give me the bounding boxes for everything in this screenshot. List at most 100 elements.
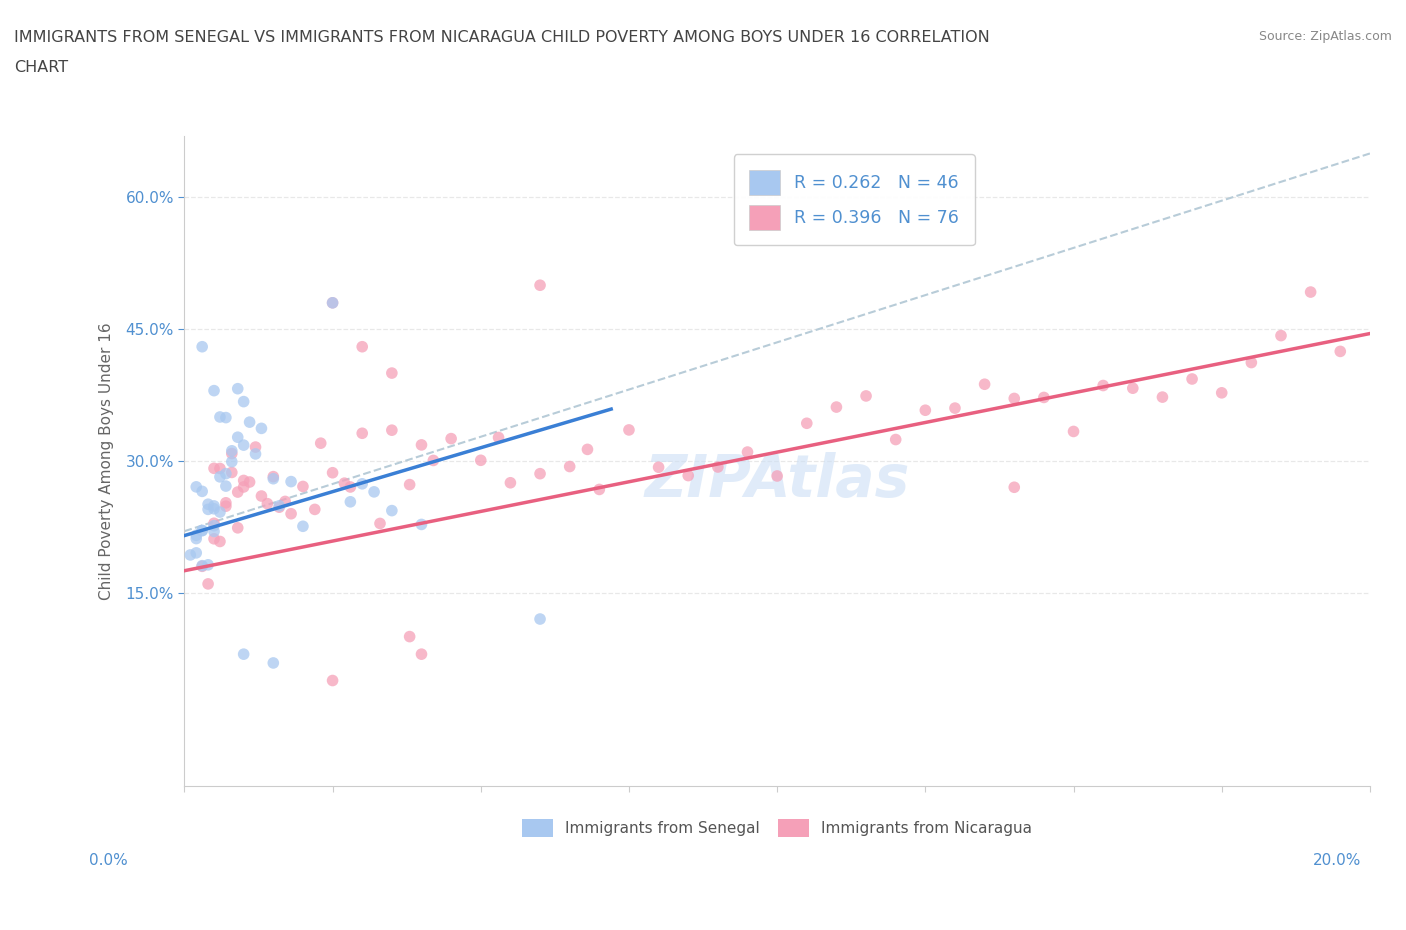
- Point: [411, 517, 433, 532]
- Point: [280, 474, 302, 489]
- Point: [191, 558, 214, 573]
- Point: [232, 480, 254, 495]
- Point: [766, 469, 789, 484]
- Point: [191, 524, 214, 538]
- Point: [202, 531, 225, 546]
- Point: [197, 502, 219, 517]
- Point: [186, 531, 208, 546]
- Point: [221, 454, 243, 469]
- Point: [232, 438, 254, 453]
- Point: [381, 365, 404, 380]
- Point: [202, 383, 225, 398]
- Point: [221, 444, 243, 458]
- Point: [1032, 390, 1054, 405]
- Point: [1122, 380, 1144, 395]
- Point: [226, 430, 249, 445]
- Text: IMMIGRANTS FROM SENEGAL VS IMMIGRANTS FROM NICARAGUA CHILD POVERTY AMONG BOYS UN: IMMIGRANTS FROM SENEGAL VS IMMIGRANTS FR…: [14, 30, 990, 45]
- Point: [1152, 390, 1174, 405]
- Point: [470, 453, 492, 468]
- Point: [1092, 379, 1115, 393]
- Point: [202, 498, 225, 513]
- Point: [186, 545, 208, 560]
- Point: [381, 423, 404, 438]
- Point: [245, 440, 267, 455]
- Point: [202, 461, 225, 476]
- Point: [226, 521, 249, 536]
- Point: [973, 377, 995, 392]
- Point: [322, 465, 344, 480]
- Point: [1270, 328, 1292, 343]
- Point: [226, 485, 249, 499]
- Point: [352, 426, 374, 441]
- Point: [529, 466, 551, 481]
- Point: [488, 430, 510, 445]
- Point: [1211, 385, 1233, 400]
- Point: [202, 516, 225, 531]
- Point: [191, 484, 214, 498]
- Point: [322, 296, 344, 311]
- Point: [1063, 424, 1085, 439]
- Point: [262, 656, 284, 671]
- Point: [499, 475, 522, 490]
- Point: [558, 459, 581, 474]
- Point: [232, 394, 254, 409]
- Point: [191, 339, 214, 354]
- Point: [322, 673, 344, 688]
- Point: [208, 470, 231, 485]
- Text: 20.0%: 20.0%: [1313, 853, 1361, 868]
- Point: [398, 477, 420, 492]
- Point: [914, 403, 936, 418]
- Point: [884, 432, 907, 447]
- Point: [309, 436, 332, 451]
- Point: [676, 468, 699, 483]
- Point: [339, 480, 361, 495]
- Point: [239, 415, 262, 430]
- Point: [588, 482, 610, 497]
- Y-axis label: Child Poverty Among Boys Under 16: Child Poverty Among Boys Under 16: [100, 322, 114, 600]
- Point: [208, 505, 231, 520]
- Point: [339, 495, 361, 510]
- Point: [411, 437, 433, 452]
- Point: [796, 416, 818, 431]
- Point: [256, 497, 278, 512]
- Point: [529, 612, 551, 627]
- Point: [197, 577, 219, 591]
- Point: [825, 400, 848, 415]
- Point: [368, 516, 391, 531]
- Point: [208, 409, 231, 424]
- Point: [1299, 285, 1322, 299]
- Point: [422, 453, 444, 468]
- Text: Source: ZipAtlas.com: Source: ZipAtlas.com: [1258, 30, 1392, 43]
- Point: [304, 502, 326, 517]
- Point: [269, 499, 291, 514]
- Text: CHART: CHART: [14, 60, 67, 75]
- Point: [274, 494, 297, 509]
- Point: [352, 339, 374, 354]
- Point: [245, 446, 267, 461]
- Point: [208, 461, 231, 476]
- Point: [943, 401, 966, 416]
- Point: [398, 630, 420, 644]
- Point: [232, 473, 254, 488]
- Point: [250, 488, 273, 503]
- Point: [197, 497, 219, 512]
- Point: [191, 523, 214, 538]
- Text: ZIPAtlas: ZIPAtlas: [644, 452, 910, 509]
- Point: [333, 476, 356, 491]
- Point: [737, 445, 759, 459]
- Point: [215, 498, 238, 513]
- Point: [269, 498, 291, 513]
- Text: 0.0%: 0.0%: [89, 853, 128, 868]
- Point: [363, 485, 385, 499]
- Point: [440, 432, 463, 446]
- Point: [381, 503, 404, 518]
- Point: [280, 506, 302, 521]
- Point: [291, 479, 314, 494]
- Point: [215, 479, 238, 494]
- Point: [186, 528, 208, 543]
- Point: [576, 442, 599, 457]
- Point: [221, 446, 243, 461]
- Point: [707, 459, 730, 474]
- Point: [617, 422, 640, 437]
- Point: [411, 646, 433, 661]
